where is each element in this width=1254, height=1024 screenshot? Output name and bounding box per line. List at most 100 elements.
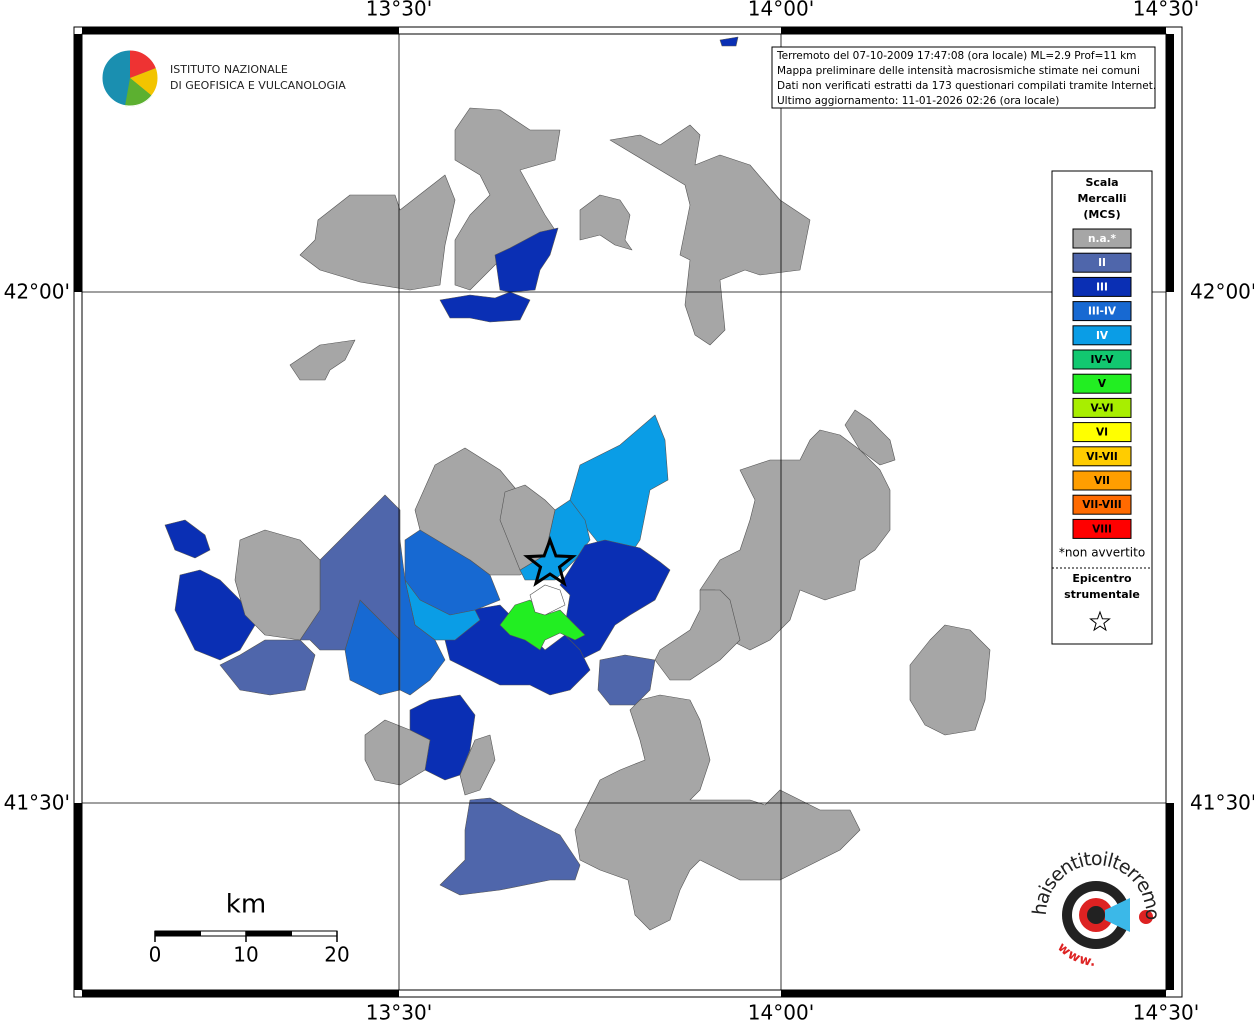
legend-swatch [1072, 422, 1132, 443]
lat-label: 42°00' [1190, 280, 1254, 304]
frame-bar [781, 27, 1166, 34]
scale-segment [291, 930, 338, 937]
question-badge [1139, 910, 1153, 924]
lat-label: 42°00' [4, 280, 70, 304]
municipality [597, 654, 656, 706]
legend-label: III-IV [1088, 306, 1117, 318]
legend-label: V-VI [1091, 402, 1114, 414]
municipality [579, 194, 633, 251]
municipality [234, 529, 321, 641]
legend-swatch [1072, 349, 1132, 370]
scale-bar: km 0 10 20 [149, 890, 350, 967]
municipality [909, 624, 991, 736]
legend-swatch [1072, 325, 1132, 346]
info-line: Mappa preliminare delle intensità macros… [777, 65, 1140, 77]
municipality [844, 409, 896, 466]
municipality [174, 569, 256, 661]
legend-label: II [1098, 257, 1106, 269]
legend-title: Scala [1085, 176, 1118, 189]
legend-label: VI [1096, 427, 1108, 439]
institute-logo: ISTITUTO NAZIONALE DI GEOFISICA E VULCAN… [101, 49, 346, 107]
globe-segment [130, 50, 156, 78]
legend-label: VI-VII [1086, 451, 1118, 463]
frame-bar [82, 27, 399, 34]
legend: Scala Mercalli (MCS) *non avvertito Epic… [1051, 170, 1153, 645]
legend-label: n.a.* [1088, 233, 1117, 245]
municipality [574, 694, 861, 931]
lon-label: 13°30' [366, 1001, 432, 1024]
speaker [1105, 898, 1130, 932]
lon-label: 14°00' [748, 1001, 814, 1024]
legend-label: VII-VIII [1082, 499, 1121, 511]
municipality [609, 124, 811, 346]
legend-swatch [1072, 397, 1132, 418]
municipality [299, 494, 401, 651]
legend-note: *non avvertito [1059, 546, 1145, 560]
lon-label: 13°30' [366, 0, 432, 21]
municipality [719, 36, 739, 47]
legend-label: IV [1096, 330, 1109, 342]
target-ring [1087, 906, 1105, 924]
legend-swatch [1072, 494, 1132, 515]
info-line: Ultimo aggiornamento: 11-01-2026 02:26 (… [777, 95, 1059, 107]
legend-swatch [1072, 276, 1132, 297]
municipality [494, 227, 559, 293]
frame-bar [74, 34, 82, 292]
info-line: Dati non verificati estratti da 173 ques… [777, 80, 1156, 92]
legend-swatch [1072, 518, 1132, 539]
legend-label: III [1096, 281, 1108, 293]
scale-segment [245, 930, 292, 937]
lon-label: 14°30' [1133, 0, 1199, 21]
municipality [699, 429, 891, 651]
frame-bar [1166, 34, 1174, 292]
scale-unit: km [226, 890, 266, 920]
municipality [219, 639, 316, 696]
legend-title: (MCS) [1083, 208, 1120, 221]
inner-frame [81, 33, 1167, 991]
municipalities [164, 36, 991, 931]
lon-label: 14°00' [748, 0, 814, 21]
scale-tick-label: 0 [149, 943, 162, 967]
legend-swatch [1072, 252, 1132, 273]
lat-label: 41°30' [4, 791, 70, 815]
legend-swatch [1072, 228, 1132, 249]
legend-title: Mercalli [1077, 192, 1126, 205]
municipality [459, 734, 496, 796]
scale-tick-label: 10 [233, 943, 258, 967]
lat-label: 41°30' [1190, 791, 1254, 815]
frame-bar [1166, 803, 1174, 990]
legend-swatch [1072, 373, 1132, 394]
frame-bar [82, 990, 399, 997]
municipality [364, 719, 431, 786]
institute-name: DI GEOFISICA E VULCANOLOGIA [170, 79, 346, 92]
scale-segment [200, 930, 247, 937]
info-line: Terremoto del 07-10-2009 17:47:08 (ora l… [776, 50, 1136, 62]
legend-label: V [1098, 378, 1107, 390]
graticule [82, 34, 1166, 990]
hole [529, 584, 566, 616]
municipality [299, 174, 456, 291]
epicenter-title: Epicentro [1072, 572, 1132, 585]
municipality [654, 589, 741, 681]
globe-outline [101, 49, 159, 107]
institute-name: ISTITUTO NAZIONALE [170, 63, 288, 76]
municipality [439, 797, 581, 896]
globe-segment [130, 68, 159, 96]
scale-tick-label: 20 [324, 943, 349, 967]
legend-swatch [1072, 301, 1132, 322]
epicenter [523, 535, 577, 587]
frame-bar [781, 990, 1166, 997]
lon-label: 14°30' [1133, 1001, 1199, 1024]
legend-label: IV-V [1091, 354, 1115, 366]
legend-label: VII [1094, 475, 1110, 487]
legend-swatch [1072, 470, 1132, 491]
scale-segment [154, 930, 201, 937]
municipality [164, 519, 211, 559]
municipality [559, 539, 671, 661]
epicenter-symbol [1089, 610, 1111, 632]
legend-label: VIII [1092, 523, 1112, 535]
legend-swatch [1072, 446, 1132, 467]
frame-bar [74, 803, 82, 990]
municipality [444, 604, 591, 696]
